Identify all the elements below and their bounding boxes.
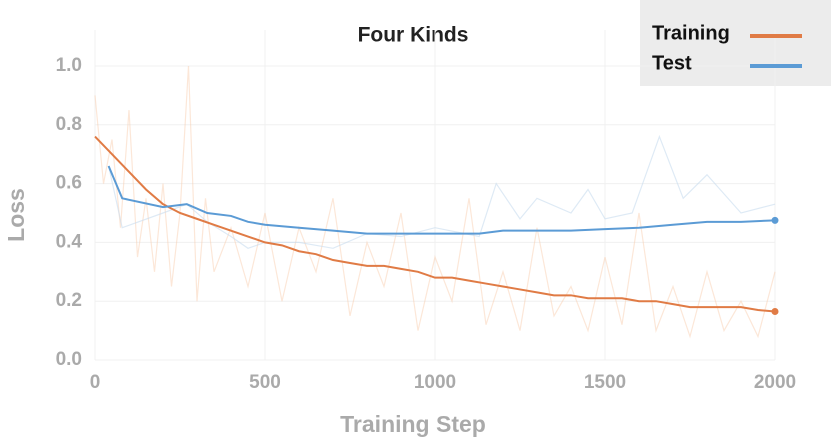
x-tick-label: 2000	[754, 372, 796, 393]
y-tick-label: 0.6	[56, 173, 82, 194]
x-tick-label: 1500	[584, 372, 626, 393]
raw-line	[108, 134, 776, 249]
x-tick-label: 0	[90, 372, 101, 393]
y-axis-label: Loss	[3, 188, 29, 242]
x-axis-label: Training Step	[340, 411, 486, 437]
end-point	[771, 216, 779, 224]
smoothed-line	[94, 135, 776, 313]
y-tick-label: 0.2	[56, 290, 82, 311]
end-point	[771, 307, 779, 315]
x-tick-label: 500	[249, 372, 281, 393]
x-tick-label: 1000	[414, 372, 456, 393]
y-tick-label: 0.8	[56, 114, 82, 135]
raw-line	[94, 65, 776, 339]
y-tick-label: 0.4	[56, 231, 83, 252]
smoothed-line	[107, 165, 776, 235]
chart-title: Four Kinds	[358, 24, 469, 47]
y-tick-label: 0.0	[56, 349, 82, 370]
legend-box	[640, 0, 831, 86]
legend-label: Test	[652, 52, 692, 74]
y-tick-label: 1.0	[56, 55, 82, 76]
legend-label: Training	[652, 22, 730, 44]
